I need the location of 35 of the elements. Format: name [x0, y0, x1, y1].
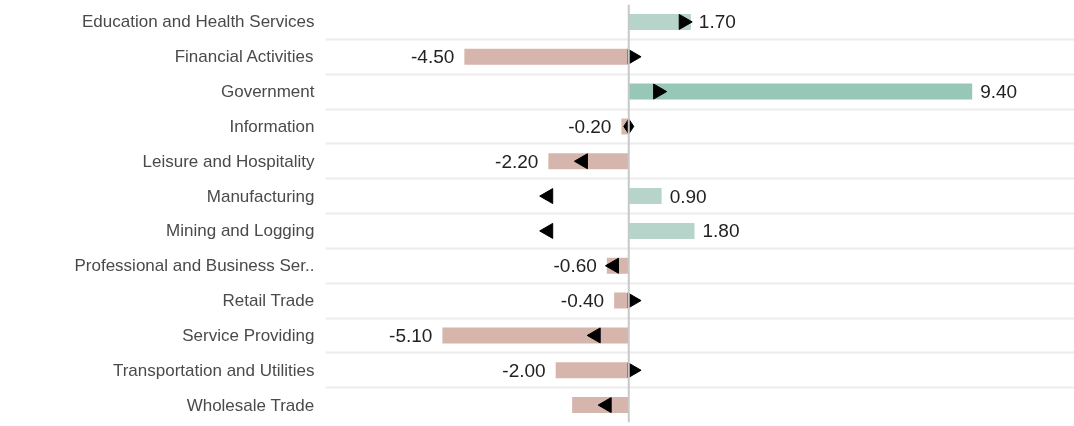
data-label: -2.00 — [502, 359, 546, 381]
bar — [628, 222, 695, 239]
data-label: 1.80 — [702, 220, 740, 242]
y-tick-label: Manufacturing — [206, 186, 315, 206]
y-tick-label: Wholesale Trade — [186, 395, 315, 415]
y-tick-label: Financial Activities — [174, 47, 314, 67]
y-tick-label: Government — [220, 82, 315, 102]
point — [678, 13, 693, 30]
y-tick-label: Service Providing — [182, 325, 315, 345]
data-label: -2.20 — [495, 150, 539, 172]
y-tick-label: Retail Trade — [222, 291, 315, 311]
bar — [442, 327, 629, 344]
point — [539, 188, 554, 205]
bar — [628, 188, 662, 205]
bar — [464, 48, 629, 65]
y-tick-label: Transportation and Utilities — [112, 360, 315, 380]
data-label: -4.50 — [411, 46, 455, 68]
y-tick-label: Information — [229, 116, 315, 136]
data-label: 0.90 — [669, 185, 707, 207]
bar — [628, 83, 973, 100]
y-tick-label: Professional and Business Ser.. — [74, 256, 315, 276]
y-tick-label: Education and Health Services — [82, 12, 315, 32]
point — [653, 83, 668, 100]
data-label: -0.20 — [568, 115, 612, 137]
data-label: -0.40 — [560, 290, 605, 312]
point — [573, 153, 588, 170]
data-label: -0.60 — [553, 255, 597, 277]
data-label: -5.10 — [389, 324, 433, 346]
point — [539, 222, 554, 239]
y-tick-label: Leisure and Hospitality — [142, 151, 315, 171]
data-label: 1.70 — [698, 11, 736, 33]
bar — [555, 362, 629, 379]
point — [586, 327, 601, 344]
data-label: 9.40 — [980, 81, 1018, 103]
y-tick-label: Mining and Logging — [166, 221, 315, 241]
